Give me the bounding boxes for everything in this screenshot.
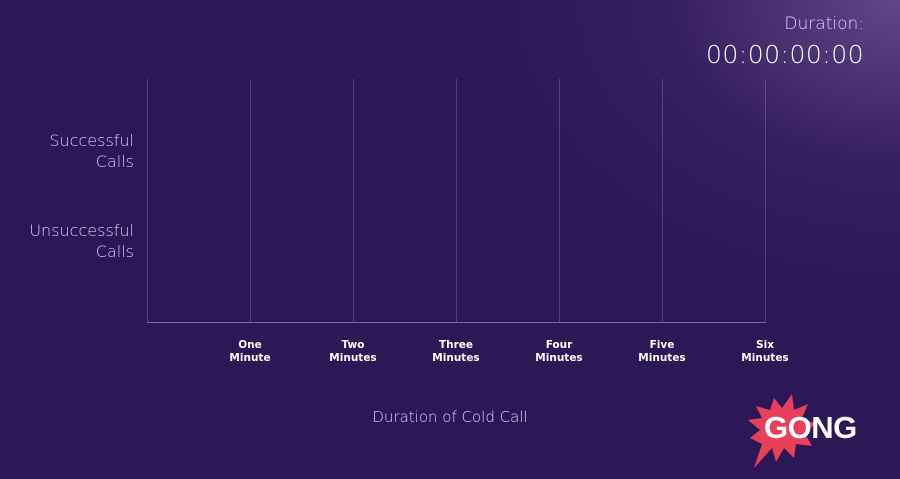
gridline [250, 79, 251, 322]
x-tick-line: Minutes [741, 352, 789, 364]
y-label-line: Calls [95, 152, 134, 171]
y-label-line: Successful [49, 131, 134, 150]
x-tick-line: Minutes [432, 352, 480, 364]
x-tick-line: Six [756, 339, 774, 351]
gridline [353, 79, 354, 322]
gridline [765, 79, 766, 322]
burst-icon [748, 394, 816, 468]
duration-value: 00:00:00:00 [705, 40, 864, 69]
x-axis-title: Duration of Cold Call [372, 408, 528, 426]
duration-label: Duration: [784, 14, 864, 34]
x-tick-two-minutes: Two Minutes [313, 339, 393, 365]
x-tick-six-minutes: Six Minutes [725, 339, 805, 365]
x-tick-line: Minutes [329, 352, 377, 364]
x-tick-line: Minute [229, 352, 271, 364]
x-tick-line: Five [649, 339, 675, 351]
gridline [559, 79, 560, 322]
x-tick-three-minutes: Three Minutes [416, 339, 496, 365]
x-tick-line: Three [438, 339, 474, 351]
x-tick-one-minute: One Minute [210, 339, 290, 365]
x-tick-line: Minutes [638, 352, 686, 364]
duration-display: Duration: 00:00:00:00 [706, 14, 864, 69]
gridline [456, 79, 457, 322]
x-tick-five-minutes: Five Minutes [622, 339, 702, 365]
x-tick-line: One [238, 339, 262, 351]
x-tick-line: Two [341, 339, 365, 351]
logo-text: GONG [764, 410, 857, 445]
x-tick-line: Minutes [535, 352, 583, 364]
y-label-line: Calls [95, 242, 134, 261]
gong-logo: GONG [748, 392, 868, 472]
x-tick-line: Four [545, 339, 573, 351]
y-label-unsuccessful: Unsuccessful Calls [29, 220, 134, 262]
x-tick-four-minutes: Four Minutes [519, 339, 599, 365]
y-axis-line [147, 79, 148, 322]
y-label-line: Unsuccessful [29, 221, 134, 240]
y-label-successful: Successful Calls [49, 130, 134, 172]
x-axis-line [147, 322, 766, 323]
gridline [662, 79, 663, 322]
